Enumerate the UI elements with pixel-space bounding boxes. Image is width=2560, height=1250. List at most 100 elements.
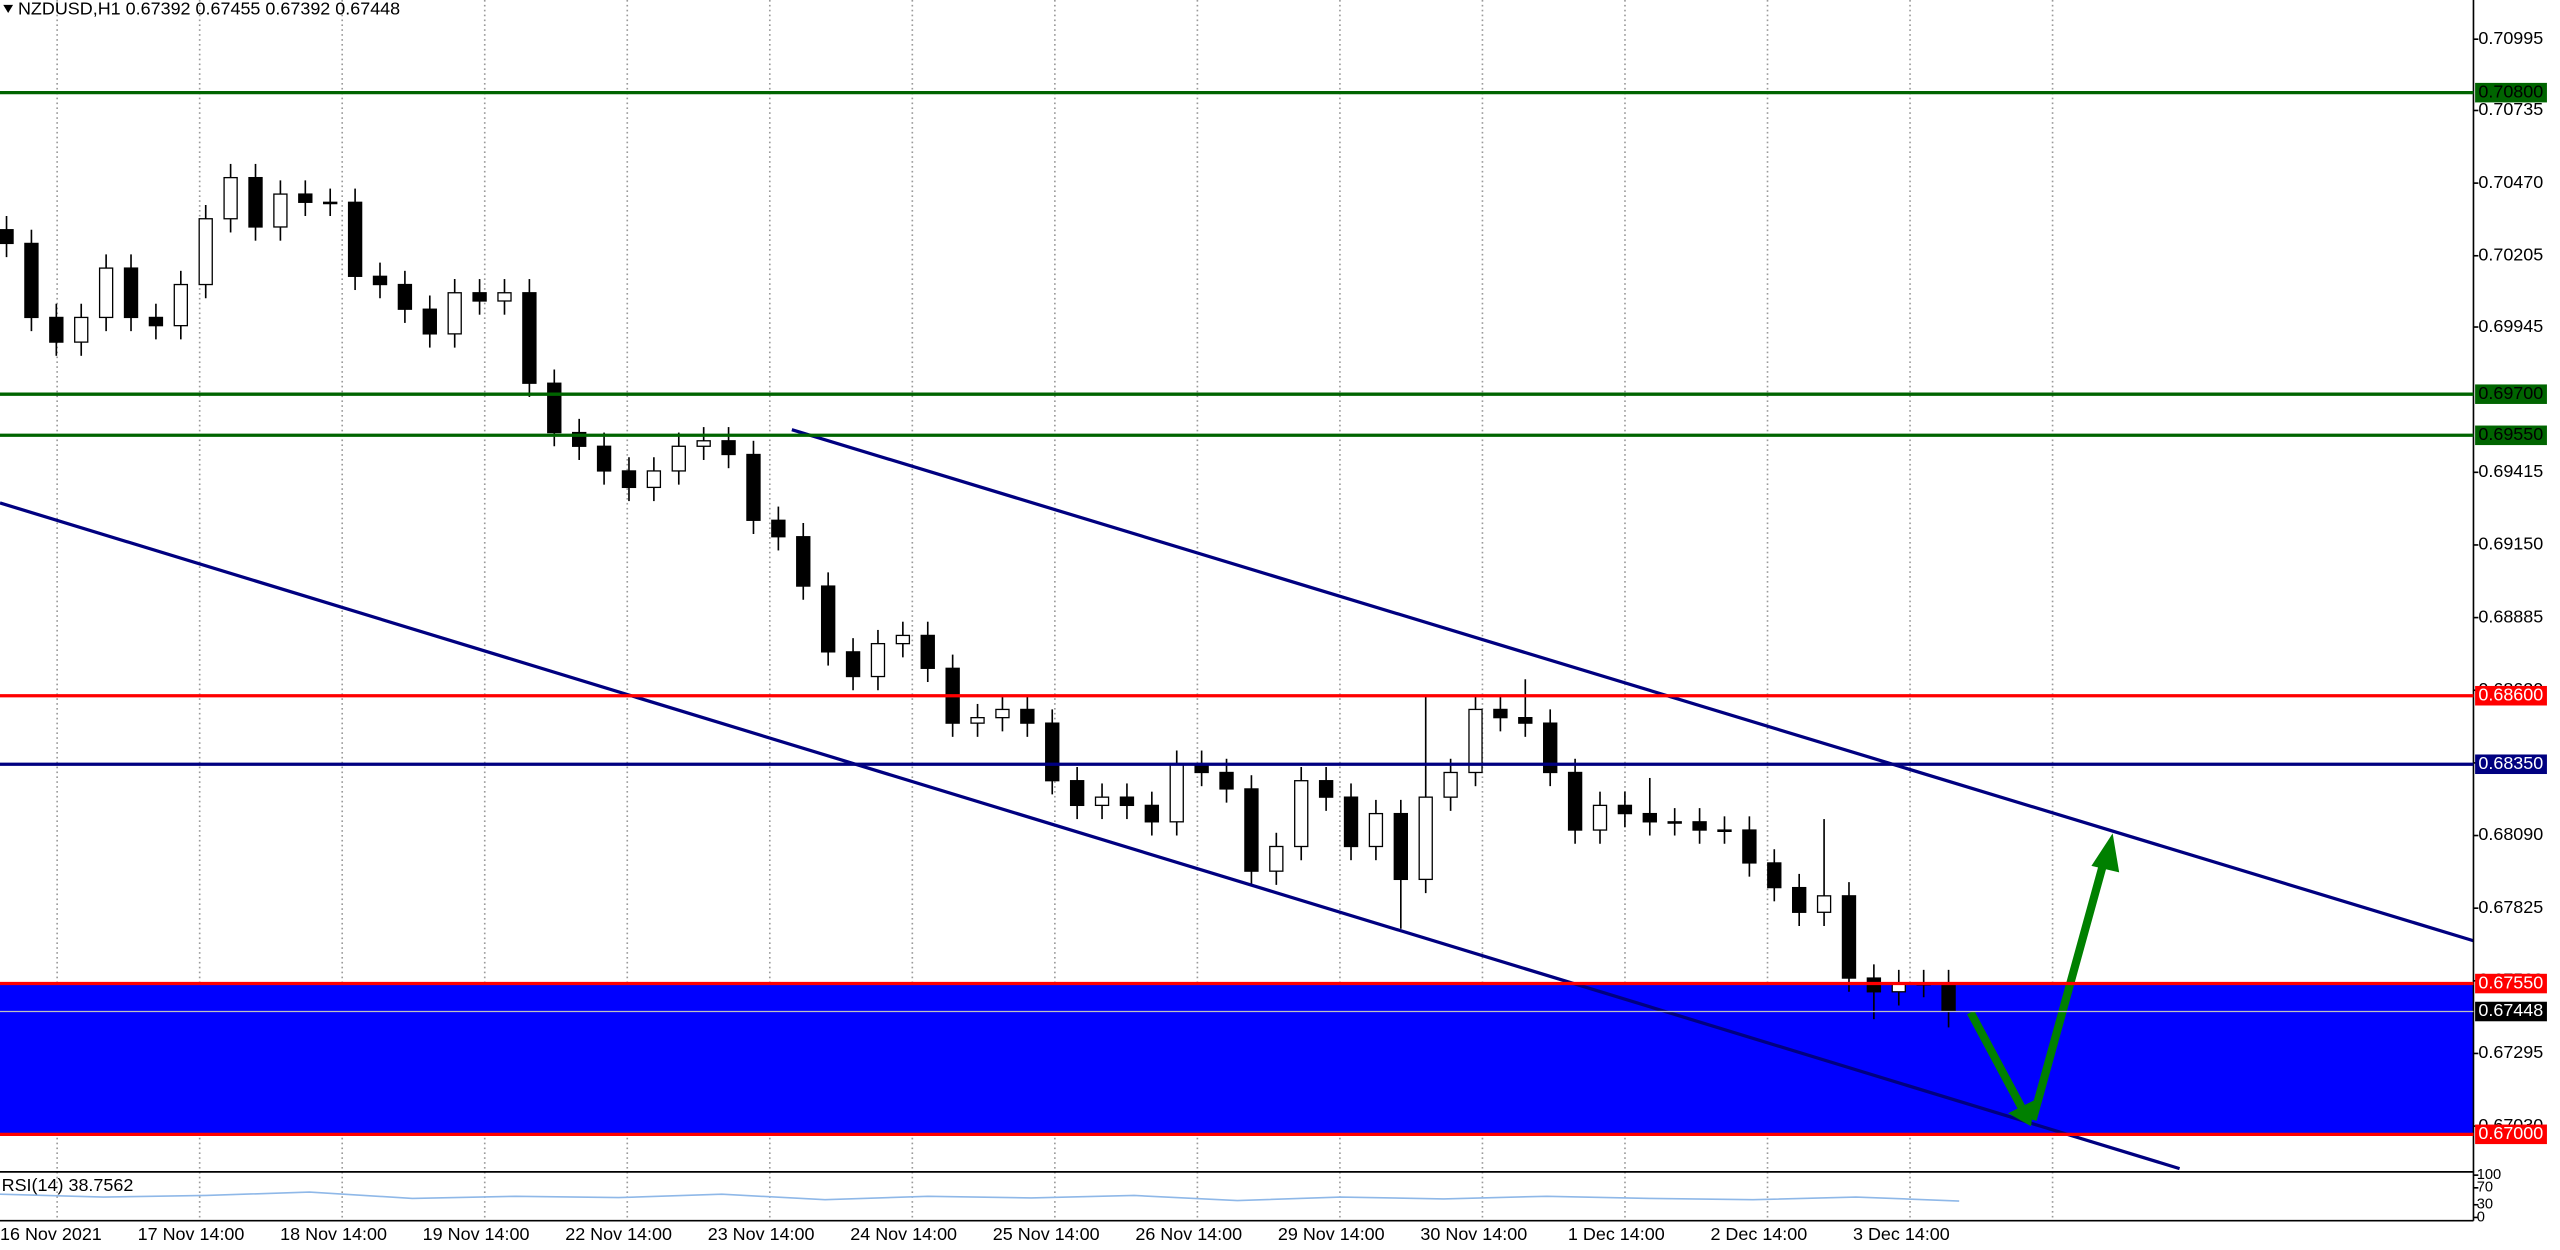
- candle-body: [0, 229, 14, 245]
- trend-line: [791, 428, 2474, 943]
- candle-body: [621, 470, 637, 489]
- candle-body: [1941, 982, 1956, 1013]
- candle-body: [1393, 812, 1408, 881]
- menu-icon: [3, 4, 14, 14]
- candle-body: [1269, 845, 1284, 872]
- y-tick-label: 0.70735: [2478, 99, 2543, 119]
- candle-body: [74, 316, 89, 343]
- candle-body: [198, 218, 213, 286]
- y-tick-label: 0.67295: [2478, 1042, 2543, 1062]
- candle-body: [273, 193, 288, 228]
- candle-body: [1717, 829, 1732, 832]
- level-label-box: [2475, 754, 2547, 775]
- x-tick-label: 2 Dec 14:00: [1710, 1224, 1807, 1244]
- y-tick-label: 0.68885: [2478, 606, 2543, 626]
- candle-body: [895, 634, 911, 645]
- candle-body: [1493, 708, 1508, 719]
- trend-line: [0, 501, 2181, 1171]
- candle-body: [1144, 804, 1160, 823]
- candle-body: [995, 708, 1010, 719]
- level-label: 0.68600: [2478, 684, 2543, 704]
- candle-body: [298, 193, 313, 203]
- rsi-line: [0, 1191, 1960, 1202]
- candle-body: [1368, 812, 1384, 848]
- x-tick-label: 26 Nov 14:00: [1135, 1224, 1242, 1244]
- rsi-tick-label: 70: [2477, 1180, 2493, 1196]
- current-price-box: [2475, 1001, 2547, 1022]
- candle-body: [1020, 708, 1035, 724]
- level-label: 0.69550: [2478, 424, 2543, 444]
- candle-body: [1792, 886, 1807, 913]
- candle-body: [721, 440, 736, 456]
- candle-body: [1219, 771, 1234, 790]
- level-label-box: [2475, 425, 2547, 446]
- rsi-label: RSI(14) 38.7562: [2, 1175, 134, 1195]
- plot: [0, 163, 1956, 1028]
- candle-body: [1318, 780, 1334, 798]
- candle-body: [148, 316, 164, 327]
- candle-body: [845, 651, 861, 678]
- rsi-tick-label: 100: [2477, 1167, 2502, 1183]
- candle-body: [1443, 771, 1458, 798]
- candle-body: [970, 717, 985, 724]
- candle-body: [123, 267, 139, 319]
- level-label-box: [2475, 685, 2547, 706]
- candle-body: [1592, 804, 1608, 831]
- candle-body: [49, 316, 64, 343]
- candle-body: [248, 176, 263, 228]
- candle-body: [696, 440, 711, 447]
- zone: [0, 983, 2474, 1135]
- candle-body: [1742, 829, 1757, 864]
- level-label-box: [2475, 973, 2547, 994]
- y-tick-label: 0.69415: [2478, 461, 2543, 481]
- arrow-head: [2008, 1100, 2035, 1127]
- candle-body: [1343, 796, 1359, 848]
- candle-body: [1841, 895, 1857, 979]
- level-label: 0.69700: [2478, 383, 2543, 403]
- candle-body: [447, 292, 462, 335]
- candle-body: [920, 634, 935, 669]
- candle-body: [1692, 821, 1707, 831]
- arrow: [2028, 858, 2109, 1121]
- x-tick-label: 16 Nov 2021: [0, 1224, 102, 1244]
- candle-body: [820, 585, 836, 653]
- candle-body: [98, 267, 114, 319]
- candle-body: [646, 470, 662, 489]
- candle-body: [223, 176, 238, 220]
- x-tick-label: 25 Nov 14:00: [993, 1224, 1100, 1244]
- level-label: 0.67000: [2478, 1123, 2543, 1143]
- candle-body: [1617, 804, 1633, 815]
- y-tick-label: 0.70995: [2478, 28, 2543, 48]
- level-label: 0.67550: [2478, 972, 2543, 992]
- candle-body: [1094, 796, 1110, 807]
- candle-body: [1543, 722, 1558, 774]
- candle-body: [671, 445, 686, 472]
- candle-body: [422, 308, 437, 335]
- y-tick-label: 0.69150: [2478, 534, 2543, 554]
- level-label: 0.68350: [2478, 753, 2543, 773]
- arrow-head: [2091, 833, 2120, 873]
- x-tick-label: 18 Nov 14:00: [280, 1224, 387, 1244]
- candle-body: [1169, 763, 1184, 823]
- candle-body: [746, 453, 761, 521]
- chart-title: NZDUSD,H1 0.67392 0.67455 0.67392 0.6744…: [18, 0, 400, 18]
- x-tick-label: 19 Nov 14:00: [423, 1224, 530, 1244]
- x-tick-label: 29 Nov 14:00: [1278, 1224, 1385, 1244]
- candle-body: [1294, 780, 1309, 848]
- level-label-box: [2475, 82, 2547, 103]
- candle-body: [347, 201, 363, 277]
- level-label-box: [2475, 1124, 2547, 1145]
- candle-body: [870, 642, 886, 678]
- candle-body: [1069, 780, 1085, 807]
- candle-body: [1045, 722, 1060, 782]
- candle-body: [323, 201, 338, 205]
- x-tick-label: 1 Dec 14:00: [1568, 1224, 1665, 1244]
- candle-body: [497, 292, 512, 302]
- candle-body: [1567, 771, 1583, 831]
- candle-body: [771, 519, 786, 538]
- y-tick-label: 0.68090: [2478, 824, 2543, 844]
- candle-body: [796, 536, 811, 587]
- x-tick-label: 24 Nov 14:00: [850, 1224, 957, 1244]
- candle-body: [1244, 788, 1259, 872]
